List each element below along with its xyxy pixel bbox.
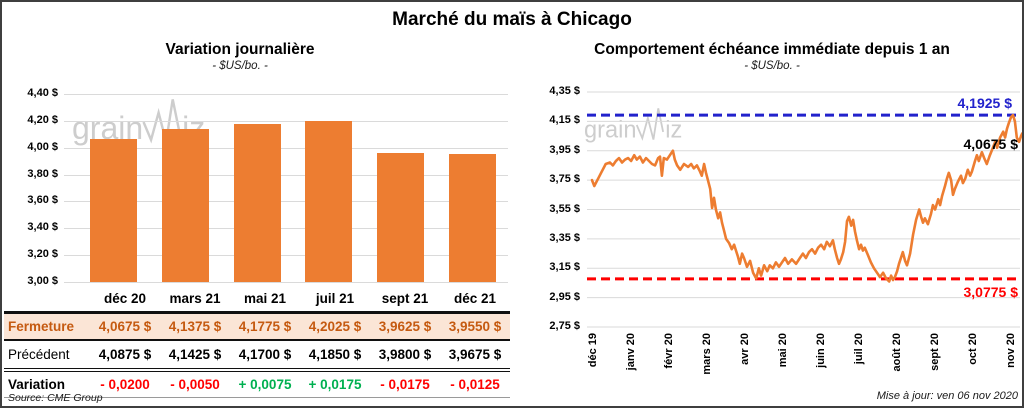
table-header-row: déc 20 mars 21 mai 21 juil 21 sept 21 déc 21: [4, 286, 510, 314]
precedent-value: 4,1700 $: [238, 347, 292, 362]
bar: [448, 153, 496, 282]
bar-gridline: [64, 201, 508, 203]
line-x-tick-label: août 20: [891, 333, 903, 372]
line-x-tick-label: oct 20: [967, 333, 979, 365]
table-row-precedent: Précédent 4,0875 $ 4,1425 $ 4,1700 $ 4,1850 …: [4, 341, 510, 372]
fermeture-value: 3,9625 $: [378, 319, 432, 334]
resistance-label: 4,1925 $: [957, 95, 1013, 112]
line-x-tick-label: sept 20: [929, 333, 941, 371]
line-x-tick-label: mai 20: [777, 333, 789, 367]
row-label-precedent: Précédent: [8, 347, 70, 362]
line-x-tick-label: juin 20: [815, 333, 827, 369]
line-y-tick-label: 3,15 $: [549, 261, 580, 274]
bar-y-tick-label: 3,40 $: [27, 221, 58, 234]
row-label-variation: Variation: [8, 377, 66, 392]
line-x-tick-label: juil 20: [853, 333, 865, 365]
variation-value: - 0,0050: [170, 377, 220, 392]
variation-value: - 0,0175: [380, 377, 430, 392]
line-y-tick-label: 4,15 $: [549, 114, 580, 127]
line-x-tick-label: janv 20: [625, 333, 637, 371]
precedent-value: 3,9675 $: [448, 347, 502, 362]
fermeture-value: 4,2025 $: [308, 319, 362, 334]
month-header: juil 21: [315, 291, 355, 306]
line-x-tick-label: févr 20: [663, 333, 675, 368]
table-row-fermeture: Fermeture 4,0675 $ 4,1375 $ 4,1775 $ 4,2025 …: [4, 314, 510, 341]
line-y-tick-label: 2,75 $: [549, 320, 580, 332]
fermeture-value: 3,9550 $: [448, 319, 502, 334]
watermark-spike-line: [142, 99, 181, 144]
fermeture-value: 4,1775 $: [238, 319, 292, 334]
bar-y-tick-label: 4,40 $: [27, 87, 58, 99]
bar-chart-subtitle: - $US/bo. -: [212, 60, 268, 72]
bar: [305, 120, 353, 282]
bar: [162, 129, 209, 282]
precedent-value: 4,1850 $: [308, 347, 362, 362]
bar-y-tick-label: 3,20 $: [27, 248, 58, 261]
table-row-variation: Variation - 0,0200 - 0,0050 + 0,0075 + 0,017…: [4, 372, 510, 398]
line-y-tick-label: 3,95 $: [549, 143, 580, 156]
line-chart-subtitle: - $US/bo. -: [744, 60, 800, 72]
bar: [233, 123, 281, 282]
bar-gridline: [64, 282, 508, 283]
support-label: 3,0775 $: [963, 283, 1019, 300]
bar: [377, 152, 424, 282]
line-x-tick-label: mars 20: [701, 333, 713, 375]
variation-value: - 0,0200: [100, 377, 150, 392]
precedent-value: 4,0875 $: [98, 347, 152, 362]
bar-y-tick-label: 3,60 $: [27, 194, 58, 207]
last-value-label: 4,0675 $: [963, 136, 1019, 153]
bar-gridline: [64, 120, 508, 122]
bar-gridline: [64, 94, 508, 95]
line-x-tick-label: nov 20: [1005, 333, 1017, 368]
line-x-tick-label: avr 20: [739, 333, 751, 365]
fermeture-value: 4,0675 $: [98, 319, 152, 334]
bar-gridline: [64, 174, 508, 176]
bar-y-tick-label: 3,00 $: [27, 275, 58, 287]
variation-value: + 0,0075: [238, 377, 292, 392]
price-line: [590, 113, 1022, 283]
month-header: déc 21: [453, 291, 497, 306]
page-title: Marché du maïs à Chicago: [392, 9, 632, 30]
precedent-value: 4,1425 $: [168, 347, 222, 362]
line-y-tick-label: 2,95 $: [549, 290, 580, 303]
bar-gridline: [64, 147, 508, 149]
futures-table: déc 20 mars 21 mai 21 juil 21 sept 21 déc 21 F…: [4, 286, 510, 398]
bar-chart-title: Variation journalière: [165, 41, 315, 58]
month-header: mai 21: [243, 291, 287, 306]
source-note: Source: CME Group: [8, 392, 103, 404]
line-x-tick-label: déc 19: [587, 333, 599, 367]
line-y-tick-label: 3,35 $: [549, 231, 580, 244]
row-label-fermeture: Fermeture: [8, 319, 75, 334]
updated-note: Mise à jour: ven 06 nov 2020: [876, 390, 1018, 402]
bar-y-tick-label: 4,00 $: [27, 140, 58, 153]
bar-y-tick-label: 3,80 $: [27, 167, 58, 180]
line-chart-title: Comportement échéance immédiate depuis 1…: [594, 41, 950, 58]
bar-gridline: [64, 255, 508, 257]
month-header: déc 20: [103, 291, 147, 306]
precedent-value: 3,9800 $: [378, 347, 432, 362]
month-header: sept 21: [381, 291, 429, 306]
variation-value: + 0,0175: [308, 377, 362, 392]
line-y-tick-label: 4,35 $: [549, 85, 580, 97]
variation-value: - 0,0125: [450, 377, 500, 392]
fermeture-value: 4,1375 $: [168, 319, 222, 334]
line-y-tick-label: 3,75 $: [549, 173, 580, 186]
svg-text:iz: iz: [665, 117, 682, 143]
bar-y-tick-label: 4,20 $: [27, 113, 58, 126]
month-header: mars 21: [169, 291, 221, 306]
bar-gridline: [64, 228, 508, 230]
line-y-tick-label: 3,55 $: [549, 202, 580, 215]
bar: [90, 138, 138, 282]
